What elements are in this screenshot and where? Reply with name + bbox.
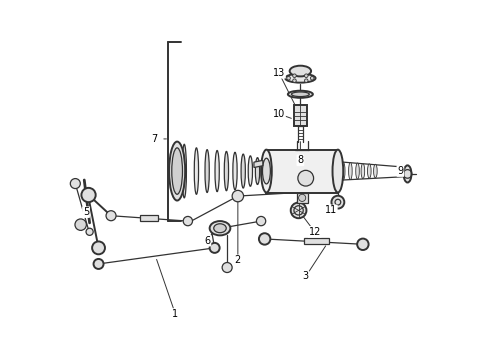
Circle shape <box>71 179 80 189</box>
Circle shape <box>298 170 314 186</box>
Text: 6: 6 <box>204 236 211 246</box>
Text: 9: 9 <box>397 166 403 176</box>
Text: 2: 2 <box>235 255 241 265</box>
Ellipse shape <box>361 163 365 179</box>
Circle shape <box>293 79 296 82</box>
Ellipse shape <box>241 154 245 188</box>
Ellipse shape <box>248 156 252 186</box>
Circle shape <box>310 76 314 80</box>
Circle shape <box>331 196 344 208</box>
Ellipse shape <box>263 158 270 184</box>
Ellipse shape <box>233 152 237 190</box>
Bar <box>140 215 158 221</box>
Ellipse shape <box>224 152 228 191</box>
Ellipse shape <box>285 74 316 83</box>
Ellipse shape <box>214 224 226 233</box>
Circle shape <box>291 203 306 218</box>
Text: 12: 12 <box>309 227 321 237</box>
Circle shape <box>210 243 220 253</box>
Circle shape <box>106 211 116 221</box>
Ellipse shape <box>404 165 412 183</box>
Ellipse shape <box>169 141 185 201</box>
Circle shape <box>293 74 296 77</box>
Text: 13: 13 <box>273 68 285 78</box>
Circle shape <box>304 74 308 77</box>
Ellipse shape <box>172 148 182 194</box>
Circle shape <box>357 239 368 250</box>
Text: 7: 7 <box>151 134 157 144</box>
Bar <box>304 238 329 244</box>
Circle shape <box>92 242 105 254</box>
Circle shape <box>259 233 270 245</box>
Ellipse shape <box>342 162 345 180</box>
Circle shape <box>287 76 291 80</box>
Circle shape <box>304 79 308 82</box>
Circle shape <box>81 188 96 202</box>
Circle shape <box>222 262 232 273</box>
Text: 5: 5 <box>83 207 89 217</box>
Bar <box>267 150 338 193</box>
Circle shape <box>75 219 86 230</box>
Ellipse shape <box>348 162 352 180</box>
Circle shape <box>256 216 266 226</box>
Text: 1: 1 <box>172 309 178 319</box>
Ellipse shape <box>215 150 220 192</box>
Text: 11: 11 <box>324 205 337 215</box>
Text: 3: 3 <box>303 271 309 282</box>
Circle shape <box>183 216 193 226</box>
Text: 8: 8 <box>297 156 303 165</box>
Ellipse shape <box>290 66 311 76</box>
Text: 10: 10 <box>273 109 285 119</box>
Ellipse shape <box>194 148 198 194</box>
Circle shape <box>298 194 306 202</box>
Ellipse shape <box>288 91 313 98</box>
Ellipse shape <box>263 160 267 182</box>
Ellipse shape <box>255 158 260 184</box>
Ellipse shape <box>261 150 272 193</box>
Ellipse shape <box>368 164 371 178</box>
Ellipse shape <box>205 150 209 193</box>
Ellipse shape <box>333 150 343 193</box>
Ellipse shape <box>182 144 186 198</box>
Ellipse shape <box>356 163 359 179</box>
Circle shape <box>86 228 93 235</box>
Ellipse shape <box>210 221 230 235</box>
Circle shape <box>232 190 244 202</box>
Ellipse shape <box>373 164 377 178</box>
Polygon shape <box>254 160 263 167</box>
Ellipse shape <box>292 92 309 96</box>
Bar <box>294 105 307 126</box>
Bar <box>297 193 308 203</box>
Circle shape <box>94 259 103 269</box>
